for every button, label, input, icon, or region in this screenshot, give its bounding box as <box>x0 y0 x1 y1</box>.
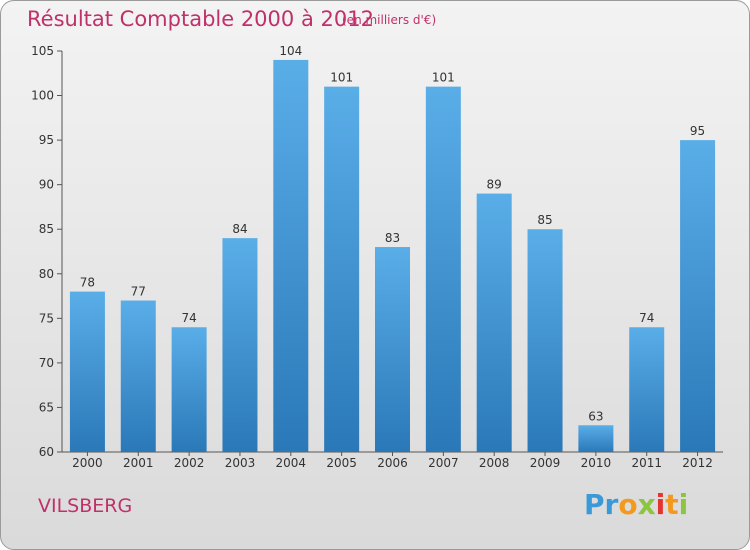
x-tick-label: 2009 <box>530 456 561 470</box>
x-tick-label: 2008 <box>479 456 510 470</box>
x-tick-label: 2003 <box>225 456 256 470</box>
y-tick-label: 60 <box>39 445 54 459</box>
logo-letter: x <box>637 488 656 521</box>
data-label: 104 <box>279 44 302 58</box>
bar <box>171 327 207 452</box>
x-tick-label: 2001 <box>123 456 154 470</box>
bar <box>120 300 156 452</box>
y-tick-label: 85 <box>39 222 54 236</box>
x-tick-label: 2011 <box>631 456 662 470</box>
bar <box>425 86 461 453</box>
data-label: 83 <box>385 231 400 245</box>
bar <box>578 425 614 452</box>
bar <box>629 327 665 452</box>
logo-letter: r <box>604 488 619 521</box>
y-tick-label: 65 <box>39 400 54 414</box>
logo-letter: o <box>618 488 638 521</box>
chart-subtitle: (en milliers d'€) <box>342 13 437 27</box>
bar <box>324 86 360 453</box>
logo-letter: t <box>665 488 679 521</box>
bar <box>680 140 716 452</box>
y-tick-label: 100 <box>31 89 54 103</box>
x-tick-label: 2006 <box>377 456 408 470</box>
data-label: 78 <box>80 276 95 290</box>
y-tick-label: 70 <box>39 356 54 370</box>
chart-title: Résultat Comptable 2000 à 2012 <box>27 7 374 31</box>
x-tick-label: 2004 <box>276 456 307 470</box>
data-label: 63 <box>588 409 603 423</box>
data-label: 95 <box>690 124 705 138</box>
x-tick-label: 2012 <box>682 456 713 470</box>
x-tick-label: 2007 <box>428 456 459 470</box>
logo-letter: i <box>678 488 689 521</box>
data-label: 84 <box>232 222 247 236</box>
x-tick-label: 2010 <box>581 456 612 470</box>
y-tick-label: 95 <box>39 133 54 147</box>
data-label: 77 <box>131 285 146 299</box>
y-tick-label: 105 <box>31 44 54 58</box>
bar <box>527 229 563 452</box>
x-tick-label: 2002 <box>174 456 205 470</box>
data-label: 89 <box>487 178 502 192</box>
y-tick-label: 75 <box>39 311 54 325</box>
bar <box>476 193 512 453</box>
bar <box>222 238 258 452</box>
x-tick-label: 2000 <box>72 456 103 470</box>
bar <box>375 247 410 452</box>
bar <box>69 291 105 452</box>
logo-letter: i <box>655 488 666 521</box>
proxiti-logo[interactable]: Proxiti <box>584 488 688 521</box>
commune-name: VILSBERG <box>38 495 133 517</box>
data-label: 74 <box>639 311 654 325</box>
data-label: 101 <box>330 71 353 85</box>
logo-letter: P <box>584 488 605 521</box>
data-label: 74 <box>181 311 196 325</box>
data-label: 85 <box>537 213 552 227</box>
bar <box>273 59 309 453</box>
y-tick-label: 90 <box>39 178 54 192</box>
y-tick-label: 80 <box>39 267 54 281</box>
data-label: 101 <box>432 71 455 85</box>
x-tick-label: 2005 <box>326 456 357 470</box>
